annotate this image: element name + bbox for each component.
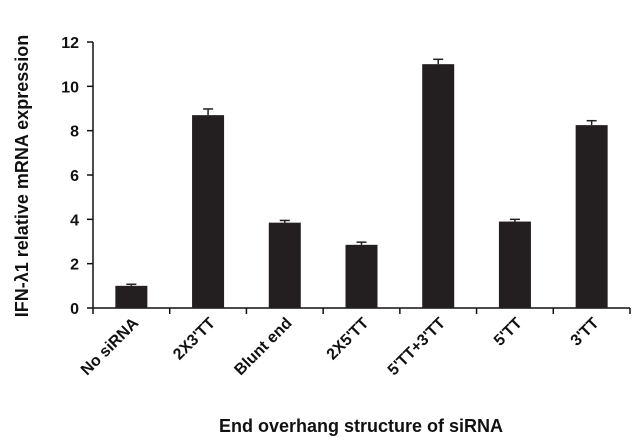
x-axis-label: End overhang structure of siRNA [219,416,503,436]
y-tick-label: 2 [70,257,79,274]
y-tick-label: 12 [61,35,79,52]
bar [498,221,531,308]
bar [345,244,378,308]
y-tick-label: 4 [70,212,79,229]
bar [422,64,455,309]
x-tick-label: 3'TT [568,315,603,350]
y-axis-label: IFN-λ1 relative mRNA expression [12,35,32,317]
y-tick-label: 0 [70,301,79,318]
y-tick-labels: 0 2 4 6 8 10 12 [61,35,79,318]
chart-bars [115,58,608,309]
x-tick-label: 5'TT+3'TT [385,315,449,379]
bar [575,125,608,308]
x-tick-label: 2X5'TT [324,315,373,364]
x-tick-label: Blunt end [231,315,295,379]
y-tick-label: 8 [70,124,79,141]
chart-axes [87,41,631,314]
x-tick-label: 5'TT [491,315,526,350]
bar [268,222,301,308]
y-tick-label: 10 [61,79,79,96]
x-tick-labels: No siRNA 2X3'TT Blunt end 2X5'TT 5'TT+3'TT 5'… [78,314,603,379]
y-tick-label: 6 [70,168,79,185]
bar [192,115,225,309]
x-tick-label: 2X3'TT [170,315,219,364]
bar [115,285,148,308]
x-tick-label: No siRNA [78,314,143,379]
